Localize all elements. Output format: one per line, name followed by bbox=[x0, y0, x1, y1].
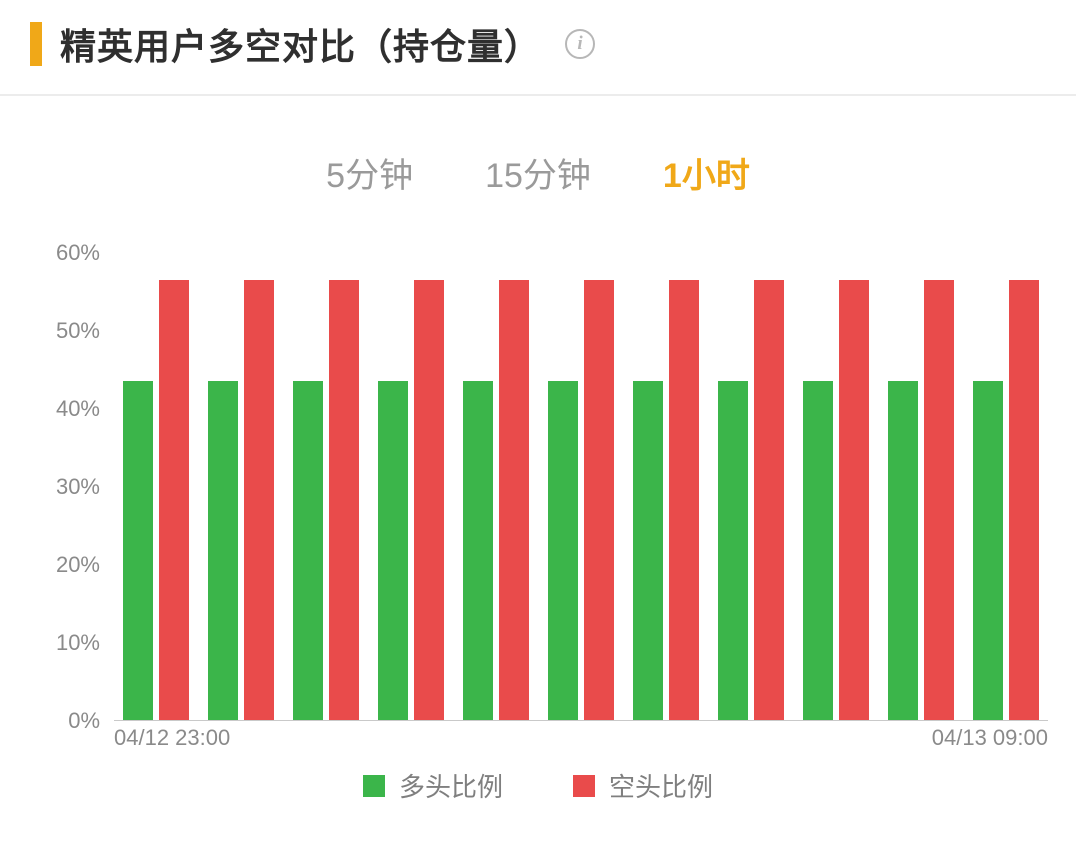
bar-group bbox=[623, 253, 708, 720]
tab-15min[interactable]: 15分钟 bbox=[485, 148, 591, 197]
bar-group bbox=[199, 253, 284, 720]
y-tick-label: 40% bbox=[56, 396, 100, 422]
bar-group bbox=[454, 253, 539, 720]
timeframe-tabs: 5分钟 15分钟 1小时 bbox=[0, 96, 1076, 241]
y-tick-label: 20% bbox=[56, 552, 100, 578]
bar-long bbox=[718, 381, 748, 720]
legend-item-short: 空头比例 bbox=[573, 767, 713, 804]
bar-short bbox=[329, 280, 359, 720]
bar-long bbox=[208, 381, 238, 720]
bar-short bbox=[159, 280, 189, 720]
bar-short bbox=[669, 280, 699, 720]
y-tick-label: 10% bbox=[56, 630, 100, 656]
y-tick-label: 60% bbox=[56, 240, 100, 266]
legend-swatch-short bbox=[573, 775, 595, 797]
legend-swatch-long bbox=[363, 775, 385, 797]
bar-group bbox=[284, 253, 369, 720]
bar-long bbox=[463, 381, 493, 720]
bar-long bbox=[803, 381, 833, 720]
bar-long bbox=[888, 381, 918, 720]
y-tick-label: 0% bbox=[68, 708, 100, 734]
legend-label-short: 空头比例 bbox=[609, 767, 713, 804]
plot-area bbox=[114, 253, 1048, 721]
bar-long bbox=[378, 381, 408, 720]
bar-short bbox=[924, 280, 954, 720]
legend-label-long: 多头比例 bbox=[399, 767, 503, 804]
bar-short bbox=[584, 280, 614, 720]
y-tick-label: 30% bbox=[56, 474, 100, 500]
chart-header: 精英用户多空对比（持仓量） i bbox=[0, 0, 1076, 96]
y-tick-label: 50% bbox=[56, 318, 100, 344]
bar-group bbox=[708, 253, 793, 720]
bar-group bbox=[539, 253, 624, 720]
bar-short bbox=[754, 280, 784, 720]
title-accent-bar bbox=[30, 22, 42, 66]
bar-group bbox=[114, 253, 199, 720]
tab-5min[interactable]: 5分钟 bbox=[326, 148, 413, 197]
bar-group bbox=[369, 253, 454, 720]
bar-long bbox=[973, 381, 1003, 720]
bar-short bbox=[244, 280, 274, 720]
bar-long bbox=[633, 381, 663, 720]
info-icon[interactable]: i bbox=[565, 29, 595, 59]
bar-long bbox=[293, 381, 323, 720]
tab-1hour[interactable]: 1小时 bbox=[663, 148, 750, 197]
bar-short bbox=[839, 280, 869, 720]
bar-group bbox=[878, 253, 963, 720]
x-axis-labels: 04/12 23:00 04/13 09:00 bbox=[114, 725, 1048, 757]
bar-short bbox=[414, 280, 444, 720]
bar-group bbox=[963, 253, 1048, 720]
bar-long bbox=[123, 381, 153, 720]
bar-short bbox=[499, 280, 529, 720]
bar-group bbox=[793, 253, 878, 720]
bar-short bbox=[1009, 280, 1039, 720]
chart-title: 精英用户多空对比（持仓量） bbox=[60, 18, 541, 70]
legend: 多头比例 空头比例 bbox=[0, 767, 1076, 804]
x-label-end: 04/13 09:00 bbox=[932, 725, 1048, 751]
x-label-start: 04/12 23:00 bbox=[114, 725, 230, 751]
legend-item-long: 多头比例 bbox=[363, 767, 503, 804]
bars-container bbox=[114, 253, 1048, 720]
chart-area: 0% 10% 20% 30% 40% 50% 60% 04/12 23:00 04/13 0… bbox=[28, 241, 1048, 761]
bar-long bbox=[548, 381, 578, 720]
y-axis: 0%10%20%30%40%50%60% bbox=[28, 241, 106, 721]
